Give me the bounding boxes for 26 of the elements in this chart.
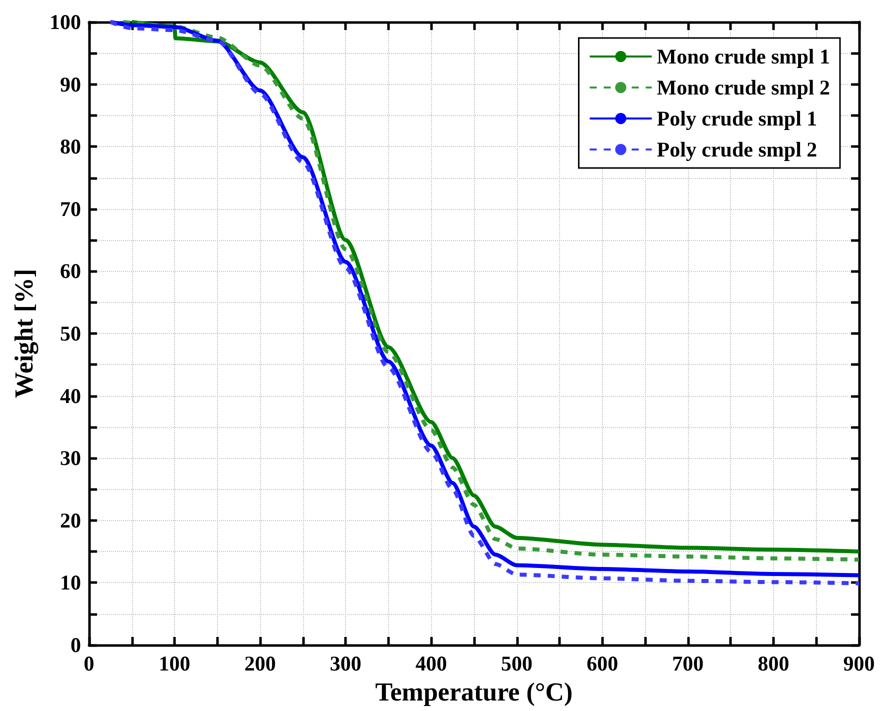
y-tick-label: 100	[50, 10, 81, 34]
y-tick-label: 70	[60, 196, 81, 221]
x-tick-label: 400	[415, 652, 447, 676]
x-tick-label: 500	[501, 652, 533, 676]
y-tick-label: 30	[60, 446, 81, 470]
legend-label: Poly crude smpl 2	[656, 138, 818, 162]
y-tick-label: 60	[60, 259, 81, 284]
x-tick-label: 900	[843, 652, 875, 676]
x-tick-label: 700	[672, 652, 704, 676]
y-axis-title: Weight [%]	[10, 268, 38, 398]
y-tick-label: 90	[60, 72, 81, 96]
x-tick-label: 200	[244, 652, 276, 676]
y-tick-label: 50	[60, 322, 81, 346]
y-tick-label: 80	[60, 134, 81, 159]
y-tick-label: 20	[60, 508, 81, 532]
y-tick-label: 0	[70, 633, 81, 657]
legend-label: Poly crude smpl 1	[656, 106, 818, 130]
y-tick-label: 10	[60, 570, 81, 595]
legend-label: Mono crude smpl 2	[656, 76, 830, 100]
x-tick-label: 800	[758, 652, 790, 676]
x-axis-title: Temperature (°C)	[375, 677, 573, 706]
y-tick-label: 40	[60, 384, 81, 408]
x-tick-label: 300	[330, 652, 362, 676]
legend-label: Mono crude smpl 1	[656, 44, 830, 68]
x-tick-label: 600	[586, 652, 618, 676]
x-tick-label: 100	[158, 652, 190, 676]
